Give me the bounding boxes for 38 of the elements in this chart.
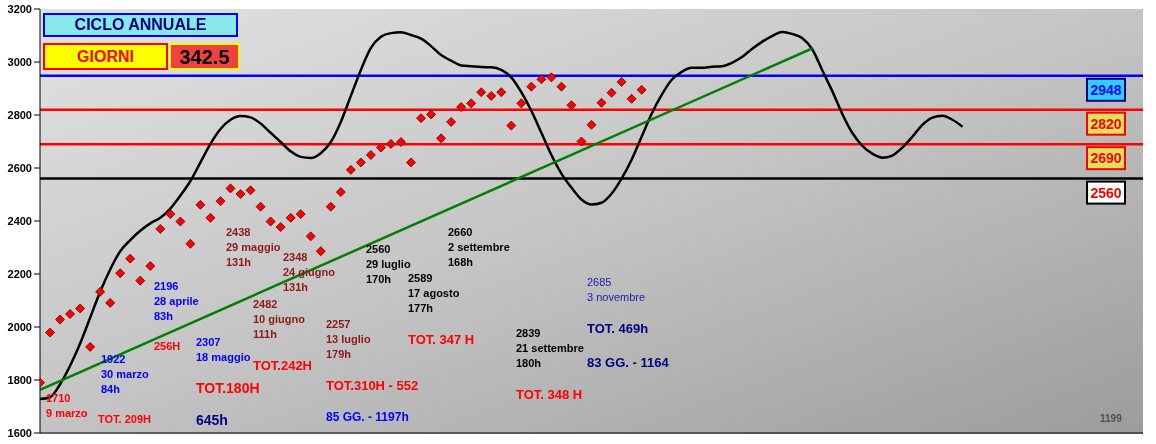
annotation: 2685 3 novembre: [587, 275, 646, 305]
label-box: 342.5: [169, 43, 240, 70]
annotation: 2839 21 settembre 180h: [516, 326, 584, 371]
y-tick-label: 1600: [7, 426, 32, 439]
y-tick-label: 3000: [7, 55, 32, 68]
y-tick-label: 2600: [7, 161, 32, 174]
annotation: TOT.310H - 552: [326, 378, 419, 393]
annotation: TOT. 469h: [587, 321, 649, 336]
annotation: 1199: [1100, 412, 1122, 426]
annotation: 2482 10 giugno 111h: [253, 297, 305, 342]
annotation: 83 GG. - 1164: [587, 355, 669, 370]
y-tick-label: 3200: [7, 2, 32, 15]
annotation: 256H: [154, 339, 181, 354]
ref-line-label: 2560: [1090, 184, 1122, 201]
annotation: 2660 2 settembre 168h: [448, 225, 510, 270]
y-tick-label: 2800: [7, 108, 32, 121]
annotation: 2438 29 maggio 131h: [226, 225, 281, 270]
y-tick-label: 2200: [7, 267, 32, 280]
ref-line-label: 2690: [1090, 150, 1122, 167]
annotation: 2196 28 aprile 83h: [154, 279, 199, 324]
annotation: TOT. 348 H: [516, 387, 583, 402]
y-tick-label: 2000: [7, 320, 32, 333]
ref-line-label: 2820: [1090, 115, 1122, 132]
ref-line-label: 2948: [1090, 81, 1122, 98]
label-box: GIORNI: [43, 43, 168, 70]
annotation: 2307 18 maggio: [196, 335, 251, 365]
annotation: 2257 13 luglio 179h: [326, 317, 371, 362]
label-box: CICLO ANNUALE: [43, 13, 238, 37]
annotation: TOT.242H: [253, 358, 313, 373]
annotation: 1710 9 marzo: [46, 391, 88, 421]
y-tick-label: 2400: [7, 214, 32, 227]
annotation: TOT.180H: [196, 380, 260, 396]
annotation: TOT. 209H: [98, 412, 151, 427]
y-tick-label: 1800: [7, 373, 32, 386]
annotation: 2589 17 agosto 177h: [408, 271, 460, 316]
annotation: 645h: [196, 412, 228, 428]
annotation: TOT. 347 H: [408, 332, 475, 347]
annotation: 85 GG. - 1197h: [326, 410, 409, 425]
